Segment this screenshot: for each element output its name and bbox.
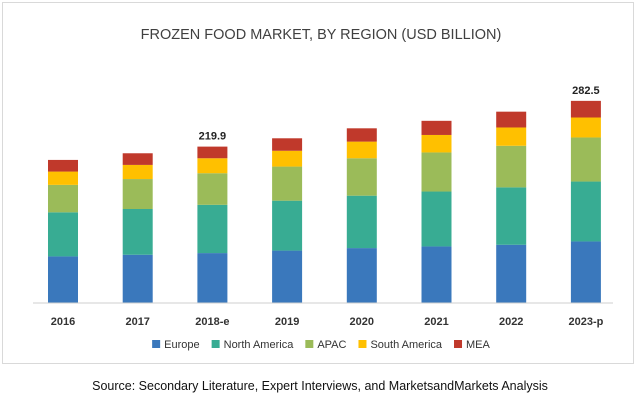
- legend-label: Europe: [164, 339, 199, 351]
- bar-apac-2022: [496, 145, 527, 188]
- bar-north-america-2022: [496, 187, 527, 245]
- legend-swatch: [305, 340, 314, 348]
- bar-south-america-2020: [346, 141, 377, 159]
- bar-north-america-2021: [421, 191, 452, 247]
- bar-europe-2018-e: [197, 253, 228, 303]
- bar-europe-2019: [272, 250, 303, 303]
- legend-item-europe: Europe: [152, 339, 200, 351]
- bar-apac-2023-p: [570, 137, 601, 182]
- bar-mea-2020: [346, 128, 377, 142]
- legend-label: North America: [224, 339, 295, 351]
- bar-south-america-2023-p: [570, 117, 601, 138]
- bar-north-america-2017: [122, 209, 153, 255]
- bar-north-america-2023-p: [570, 181, 601, 242]
- chart-title: FROZEN FOOD MARKET, BY REGION (USD BILLI…: [141, 27, 502, 43]
- legend-item-north-america: North America: [211, 339, 295, 351]
- x-tick-label: 2020: [350, 316, 374, 328]
- bar-apac-2019: [272, 166, 303, 201]
- x-tick-label: 2017: [125, 316, 149, 328]
- x-tick-label: 2021: [424, 316, 448, 328]
- legend-swatch: [358, 340, 367, 348]
- bar-south-america-2021: [421, 134, 452, 153]
- bar-europe-2022: [496, 244, 527, 303]
- bar-apac-2021: [421, 152, 452, 192]
- bar-mea-2023-p: [570, 100, 601, 118]
- bar-apac-2020: [346, 158, 377, 196]
- bar-north-america-2020: [346, 195, 377, 249]
- legend-swatch: [152, 340, 161, 348]
- x-tick-label: 2018-e: [195, 316, 229, 328]
- bar-apac-2017: [122, 179, 153, 209]
- bar-europe-2020: [346, 248, 377, 303]
- legend-item-apac: APAC: [305, 339, 347, 351]
- x-tick-label: 2016: [51, 316, 75, 328]
- bar-south-america-2017: [122, 164, 153, 180]
- bar-north-america-2019: [272, 200, 303, 251]
- bar-south-america-2018-e: [197, 158, 228, 174]
- bar-mea-2021: [421, 120, 452, 135]
- source-note: Source: Secondary Literature, Expert Int…: [92, 379, 548, 393]
- bar-apac-2018-e: [197, 173, 228, 205]
- bar-south-america-2019: [272, 150, 303, 167]
- bar-mea-2022: [496, 111, 527, 128]
- legend-item-south-america: South America: [358, 339, 443, 351]
- bar-mea-2018-e: [197, 146, 228, 159]
- bar-mea-2017: [122, 153, 153, 165]
- data-label: 219.9: [199, 131, 227, 143]
- bar-europe-2016: [48, 256, 78, 303]
- legend-label: MEA: [466, 339, 491, 351]
- bar-mea-2019: [272, 138, 303, 151]
- bar-north-america-2018-e: [197, 204, 228, 254]
- bar-europe-2023-p: [570, 241, 601, 303]
- bar-south-america-2022: [496, 127, 527, 146]
- bar-apac-2016: [48, 184, 78, 213]
- chart-frame: FROZEN FOOD MARKET, BY REGION (USD BILLI…: [2, 2, 634, 364]
- legend-label: South America: [370, 339, 442, 351]
- data-labels: 219.9 282.5: [199, 85, 600, 143]
- bar-europe-2017: [122, 254, 153, 303]
- x-tick-label: 2022: [499, 316, 523, 328]
- x-tick-labels: 2016 2017 2018-e 2019 2020 2021 2022 2023-p: [51, 316, 604, 328]
- bar-europe-2021: [421, 246, 452, 303]
- bar-mea-2016: [48, 159, 78, 172]
- x-tick-label: 2023-p: [568, 316, 603, 328]
- bars-group: [48, 100, 601, 303]
- legend-swatch: [454, 340, 463, 348]
- bar-south-america-2016: [48, 171, 78, 185]
- legend-swatch: [211, 340, 220, 348]
- x-tick-label: 2019: [275, 316, 299, 328]
- legend-item-mea: MEA: [454, 339, 491, 351]
- data-label: 282.5: [572, 85, 600, 97]
- legend: Europe North America APAC South America MEA: [152, 339, 491, 351]
- legend-label: APAC: [317, 339, 346, 351]
- bar-north-america-2016: [48, 212, 78, 257]
- stacked-bar-chart: FROZEN FOOD MARKET, BY REGION (USD BILLI…: [33, 27, 613, 351]
